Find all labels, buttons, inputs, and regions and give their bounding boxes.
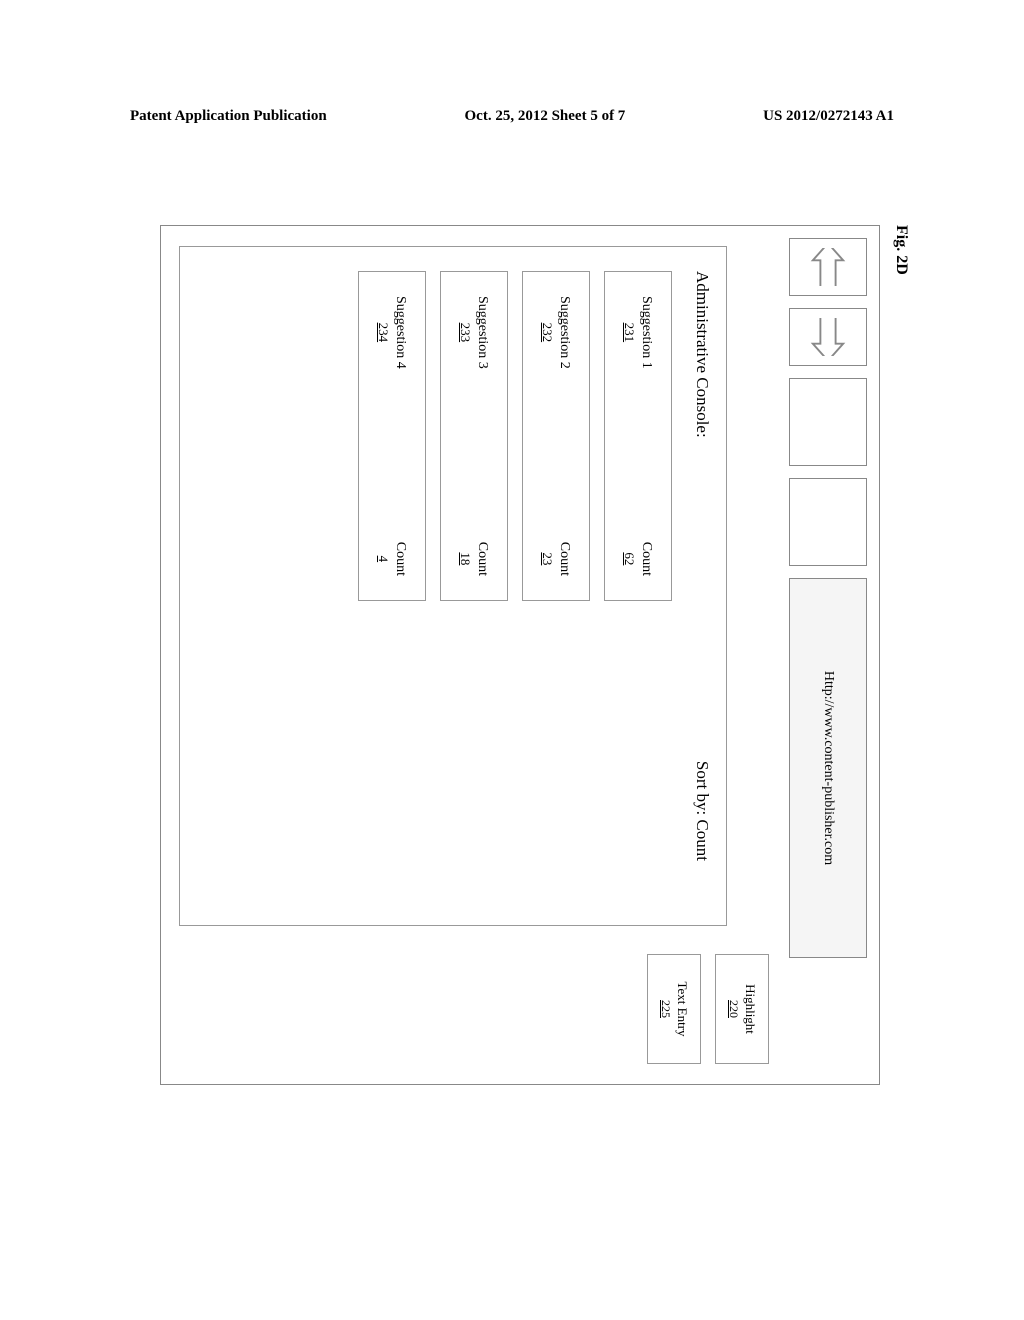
page-header: Patent Application Publication Oct. 25, … <box>0 108 1024 125</box>
text-entry-label: Text Entry <box>673 981 689 1036</box>
suggestion-2-count: 23 <box>540 552 556 565</box>
suggestion-row-4[interactable]: Suggestion 4 234 Count 4 <box>358 271 426 601</box>
suggestion-4-label: Suggestion 4 <box>391 296 408 369</box>
suggestion-3-countlabel: Count <box>473 542 490 576</box>
console-header: Administrative Console: Sort by: Count <box>692 271 712 901</box>
suggestion-3-ref: 233 <box>458 323 474 343</box>
side-button-group: Highlight 220 Text Entry 225 <box>647 954 769 1064</box>
forward-arrow-icon <box>802 318 854 356</box>
browser-window: Http://www.content-publisher.com Highlig… <box>160 225 880 1085</box>
suggestion-row-1[interactable]: Suggestion 1 231 Count 62 <box>604 271 672 601</box>
toolbar-box-2[interactable] <box>789 478 867 566</box>
header-center: Oct. 25, 2012 Sheet 5 of 7 <box>465 108 626 125</box>
suggestion-4-countlabel: Count <box>391 542 408 576</box>
suggestion-2-label: Suggestion 2 <box>555 296 572 369</box>
suggestion-3-label: Suggestion 3 <box>473 296 490 369</box>
url-bar[interactable]: Http://www.content-publisher.com <box>789 578 867 958</box>
suggestion-row-2[interactable]: Suggestion 2 232 Count 23 <box>522 271 590 601</box>
highlight-ref: 220 <box>726 1000 741 1018</box>
text-entry-button[interactable]: Text Entry 225 <box>647 954 701 1064</box>
text-entry-ref: 225 <box>658 1000 673 1018</box>
suggestion-2-countlabel: Count <box>555 542 572 576</box>
admin-console-panel: Administrative Console: Sort by: Count S… <box>179 246 727 926</box>
suggestion-1-ref: 231 <box>622 323 638 343</box>
browser-toolbar: Http://www.content-publisher.com <box>789 238 867 958</box>
suggestion-3-count: 18 <box>458 552 474 565</box>
suggestion-4-count: 4 <box>376 556 392 563</box>
console-sort: Sort by: Count <box>692 761 712 861</box>
highlight-button[interactable]: Highlight 220 <box>715 954 769 1064</box>
suggestion-1-countlabel: Count <box>637 542 654 576</box>
suggestion-1-count: 62 <box>622 552 638 565</box>
back-arrow-icon <box>802 248 854 286</box>
back-button[interactable] <box>789 238 867 296</box>
header-right: US 2012/0272143 A1 <box>763 108 894 125</box>
suggestion-2-ref: 232 <box>540 323 556 343</box>
header-left: Patent Application Publication <box>130 108 327 125</box>
url-text: Http://www.content-publisher.com <box>820 671 836 865</box>
suggestion-1-label: Suggestion 1 <box>637 296 654 369</box>
suggestion-row-3[interactable]: Suggestion 3 233 Count 18 <box>440 271 508 601</box>
forward-button[interactable] <box>789 308 867 366</box>
figure-label: Fig. 2D <box>892 225 910 275</box>
figure-2d: Fig. 2D Http://www.content-publisher.com <box>160 225 880 1085</box>
toolbar-box-1[interactable] <box>789 378 867 466</box>
highlight-label: Highlight <box>741 984 757 1034</box>
suggestion-4-ref: 234 <box>376 323 392 343</box>
suggestion-list: Suggestion 1 231 Count 62 Suggestion 2 2… <box>358 271 672 901</box>
console-title: Administrative Console: <box>692 271 712 438</box>
